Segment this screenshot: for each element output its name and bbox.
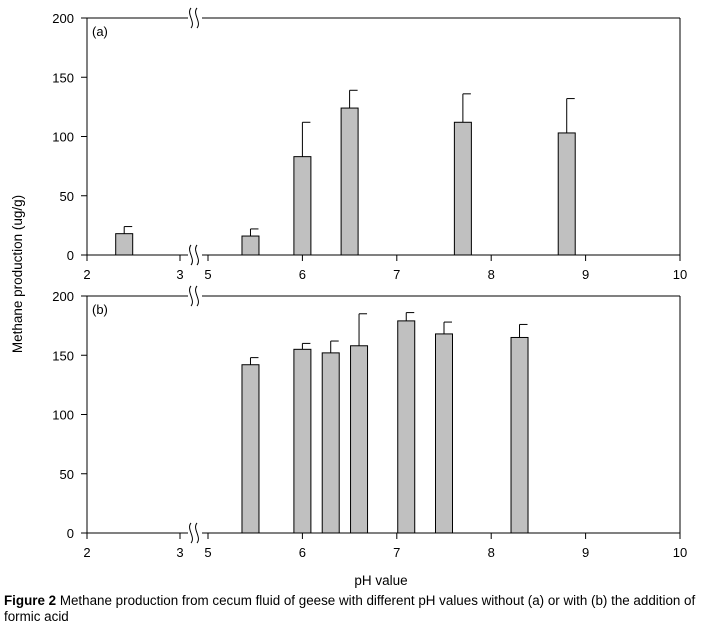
axis-break-mark-top-2 (195, 285, 199, 307)
x-tick-label: 3 (176, 267, 183, 282)
bar (293, 348, 312, 534)
y-axis-label: Methane production (ug/g) (10, 195, 25, 353)
y-tick-label: 50 (60, 189, 74, 204)
axis-break-mark-top-1 (189, 285, 193, 307)
y-tick-label: 50 (60, 467, 74, 482)
bar (293, 156, 312, 256)
bar (340, 107, 359, 256)
panel-label: (b) (92, 302, 108, 317)
x-tick-label: 3 (176, 545, 183, 560)
bar (510, 336, 529, 534)
x-tick-label: 2 (83, 267, 90, 282)
panel-a: 0 50 100 150 200 2 3 5 6 7 8 9 10 (a) (52, 7, 687, 282)
bar (321, 352, 340, 534)
axis-break-mark-top-1 (189, 7, 193, 29)
axis-break-gap-top (188, 294, 202, 298)
figure-caption: Figure 2 Methane production from cecum f… (4, 593, 722, 625)
axis-break-gap-bottom (188, 253, 202, 257)
axis-break-mark-bottom-1 (189, 244, 193, 266)
y-tick-label: 200 (52, 11, 74, 26)
x-tick-label: 10 (673, 545, 687, 560)
axis-break-mark-bottom-1 (189, 522, 193, 544)
panel-label: (a) (92, 24, 108, 39)
bar (557, 132, 576, 256)
y-tick-label: 100 (52, 130, 74, 145)
caption-text: Methane production from cecum fluid of g… (4, 593, 696, 624)
x-tick-label: 9 (582, 545, 589, 560)
y-tick-label: 200 (52, 289, 74, 304)
axis-break-gap-bottom (188, 531, 202, 535)
y-tick-label: 0 (67, 248, 74, 263)
x-tick-label: 5 (204, 267, 211, 282)
bar (435, 333, 453, 534)
axis-break-mark-bottom-2 (195, 522, 199, 544)
panel-b: 0 50 100 150 200 2 3 5 6 7 8 9 10 (b) (52, 285, 687, 560)
figure-chart: 0 50 100 150 200 2 3 5 6 7 8 9 10 (a) 0 50 100 150 200 2 3 5 6… (10, 7, 687, 588)
y-tick-label: 150 (52, 70, 74, 85)
bar (397, 320, 416, 534)
x-tick-label: 10 (673, 267, 687, 282)
x-tick-label: 5 (204, 545, 211, 560)
x-tick-label: 2 (83, 545, 90, 560)
x-tick-label: 6 (299, 545, 306, 560)
bar (115, 233, 134, 256)
bar (241, 235, 260, 256)
y-tick-label: 0 (67, 526, 74, 541)
x-tick-label: 7 (393, 545, 400, 560)
x-tick-label: 7 (393, 267, 400, 282)
bar (241, 364, 260, 534)
axis-break-gap-top (188, 16, 202, 20)
y-tick-label: 100 (52, 408, 74, 423)
bar (350, 345, 369, 534)
x-axis-label: pH value (354, 573, 407, 588)
y-tick-label: 150 (52, 348, 74, 363)
x-tick-label: 8 (488, 545, 495, 560)
x-tick-label: 9 (582, 267, 589, 282)
bar (453, 121, 472, 256)
x-tick-label: 6 (299, 267, 306, 282)
axis-break-mark-top-2 (195, 7, 199, 29)
axis-break-mark-bottom-2 (195, 244, 199, 266)
caption-label: Figure 2 (4, 593, 57, 608)
x-tick-label: 8 (488, 267, 495, 282)
